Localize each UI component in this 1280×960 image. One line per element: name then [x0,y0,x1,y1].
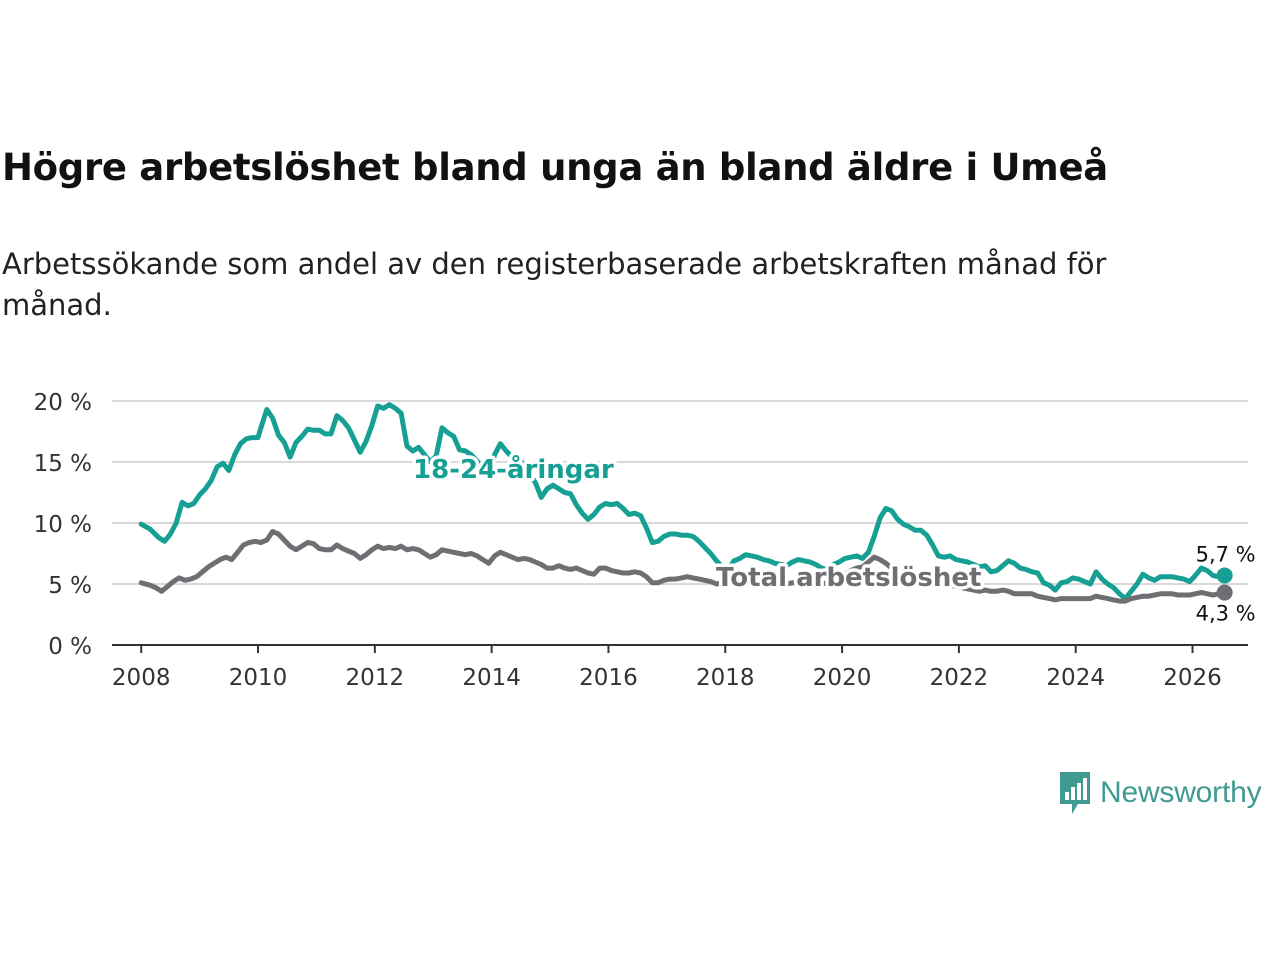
series-layer [138,402,1233,604]
x-tick-label: 2014 [462,665,521,691]
end-marker-youth [1216,567,1233,584]
end-value-label-total: 4,3 % [1196,602,1256,626]
chart-subtitle: Arbetssökande som andel av den registerb… [2,247,1107,322]
x-tick-label: 2026 [1163,665,1222,691]
y-tick-label: 15 % [34,451,92,477]
x-tick-label: 2020 [813,665,872,691]
axis-layer: 0 % 5 % 10 % 15 % 20 % 2008 2010 2012 2014 2016 20… [34,390,1248,691]
x-tick-label: 2010 [229,665,288,691]
brand-name: Newsworthy [1100,776,1262,809]
y-tick-label: 20 % [34,390,92,416]
y-tick-label: 10 % [34,512,92,538]
series-label-total: Total arbetslöshet [716,563,981,593]
newsworthy-logo-icon [1060,772,1090,814]
grid-layer [112,400,1248,585]
series-label-youth: 18-24-åringar [413,453,614,485]
y-tick-label: 0 % [48,634,92,660]
x-tick-label: 2016 [579,665,638,691]
x-tick-label: 2008 [112,665,171,691]
x-tick-label: 2018 [696,665,755,691]
x-tick-label: 2024 [1046,665,1105,691]
end-marker-total [1216,584,1233,601]
end-value-label-youth: 5,7 % [1196,542,1256,566]
series-label-youth-halo: 18-24-åringar [413,453,614,485]
series-line-total [138,529,1228,604]
series-line-youth [138,402,1228,602]
series-label-total-halo: Total arbetslöshet [716,563,981,593]
x-tick-label: 2012 [346,665,405,691]
y-tick-label: 5 % [48,573,92,599]
brand: Newsworthy [1058,770,1262,816]
x-tick-label: 2022 [930,665,989,691]
chart-title: Högre arbetslöshet bland unga än bland ä… [2,146,1108,189]
